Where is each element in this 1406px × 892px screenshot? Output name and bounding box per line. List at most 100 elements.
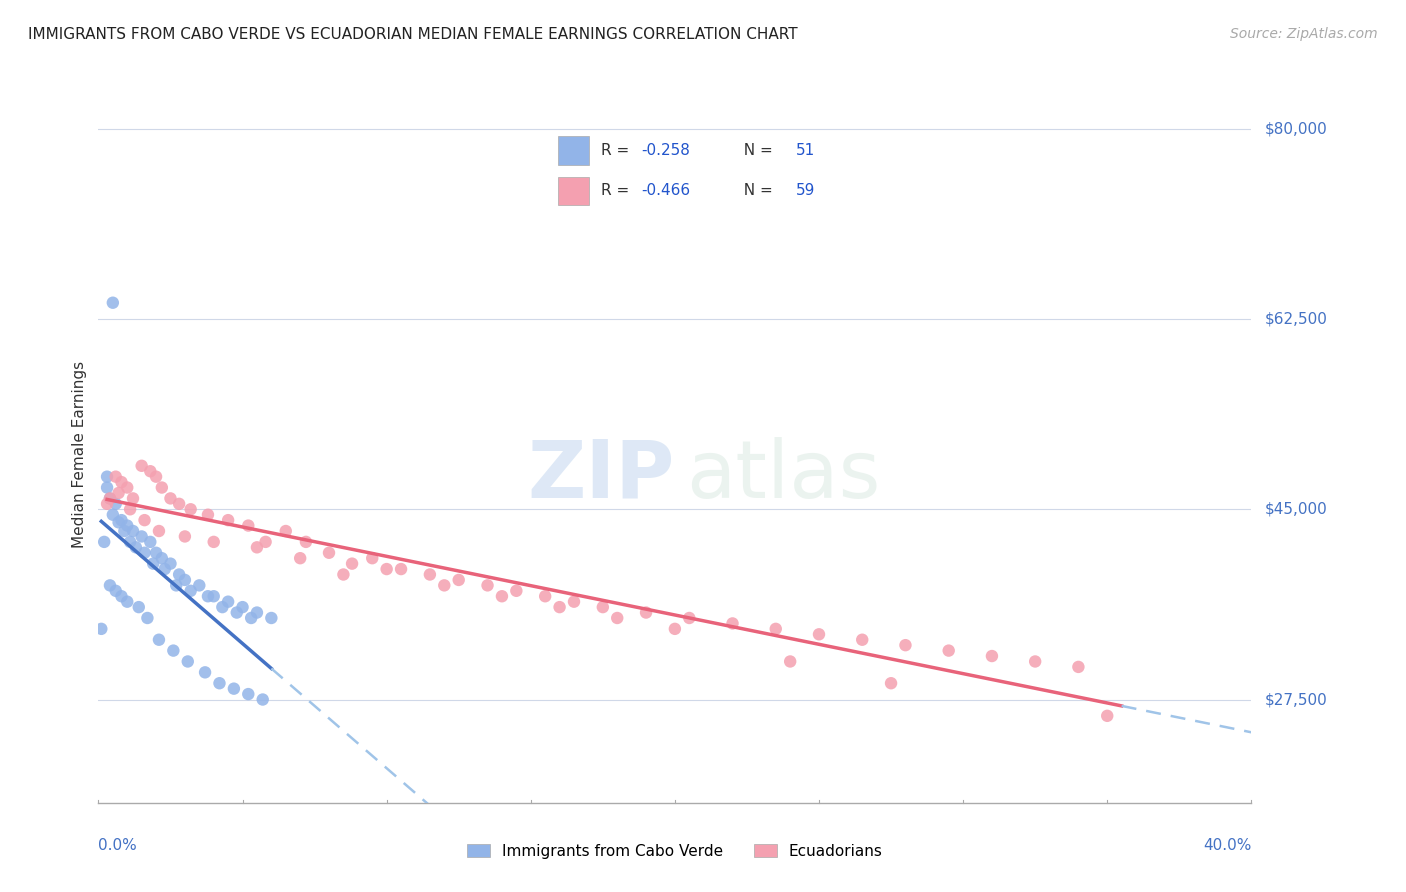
Point [104, 497, 127, 511]
Text: 51: 51 [796, 144, 815, 158]
Point [202, 589, 225, 603]
Point [295, 534, 318, 549]
Point [222, 681, 245, 696]
Point [389, 562, 412, 576]
Point [159, 557, 181, 571]
Point [290, 551, 312, 566]
Point [148, 524, 170, 538]
Point [128, 600, 150, 615]
Point [765, 622, 787, 636]
Point [150, 551, 173, 566]
Point [165, 578, 187, 592]
Point [148, 632, 170, 647]
Point [110, 513, 132, 527]
Point [375, 562, 398, 576]
Point [246, 606, 269, 620]
Point [142, 557, 165, 571]
Point [101, 508, 124, 522]
Point [134, 546, 156, 560]
Point [851, 632, 873, 647]
Point [167, 497, 190, 511]
Point [104, 469, 127, 483]
Point [110, 475, 132, 489]
Point [880, 676, 903, 690]
Point [1024, 655, 1046, 669]
Point [159, 491, 181, 506]
Point [122, 524, 145, 538]
Point [332, 567, 354, 582]
Point [162, 643, 184, 657]
Point [217, 513, 239, 527]
Point [938, 643, 960, 657]
Text: R =: R = [600, 144, 634, 158]
Text: 59: 59 [796, 184, 815, 198]
Point [238, 518, 260, 533]
Point [433, 578, 456, 592]
Point [90, 622, 112, 636]
Text: $80,000: $80,000 [1265, 121, 1329, 136]
Text: $27,500: $27,500 [1265, 692, 1329, 707]
Point [217, 595, 239, 609]
Point [112, 524, 135, 538]
Point [139, 534, 162, 549]
Point [208, 676, 231, 690]
Point [107, 516, 129, 530]
Point [120, 534, 142, 549]
Text: atlas: atlas [686, 437, 880, 515]
Point [981, 648, 1004, 663]
Point [122, 491, 145, 506]
Point [779, 655, 801, 669]
Point [606, 611, 628, 625]
Point [254, 534, 277, 549]
Point [491, 589, 513, 603]
Point [107, 486, 129, 500]
Point [678, 611, 700, 625]
Point [145, 546, 167, 560]
Point [134, 513, 156, 527]
Point [225, 606, 247, 620]
Point [180, 583, 202, 598]
Text: ZIP: ZIP [527, 437, 675, 515]
Point [260, 611, 283, 625]
Point [721, 616, 744, 631]
Point [664, 622, 686, 636]
Point [340, 557, 363, 571]
Point [361, 551, 384, 566]
Point [231, 600, 254, 615]
Point [534, 589, 557, 603]
Text: $62,500: $62,500 [1265, 311, 1329, 326]
Point [894, 638, 917, 652]
Point [246, 541, 269, 555]
Point [548, 600, 571, 615]
Point [117, 595, 138, 609]
Text: $45,000: $45,000 [1265, 502, 1329, 516]
Point [174, 529, 197, 543]
FancyBboxPatch shape [558, 177, 589, 205]
Point [177, 655, 200, 669]
Text: 40.0%: 40.0% [1204, 838, 1251, 853]
Point [240, 611, 263, 625]
Legend: Immigrants from Cabo Verde, Ecuadorians: Immigrants from Cabo Verde, Ecuadorians [461, 838, 889, 864]
Point [117, 518, 138, 533]
Text: 0.0%: 0.0% [98, 838, 138, 853]
Point [274, 524, 297, 538]
Point [188, 578, 211, 592]
Point [447, 573, 470, 587]
Point [592, 600, 614, 615]
Point [96, 481, 118, 495]
Point [93, 534, 115, 549]
Point [174, 573, 197, 587]
Point [194, 665, 217, 680]
Point [180, 502, 202, 516]
Point [98, 491, 121, 506]
Point [477, 578, 499, 592]
Point [145, 469, 167, 483]
Point [1097, 708, 1119, 723]
Point [197, 589, 219, 603]
Text: Source: ZipAtlas.com: Source: ZipAtlas.com [1230, 27, 1378, 41]
Point [104, 583, 127, 598]
FancyBboxPatch shape [558, 136, 589, 165]
Point [238, 687, 260, 701]
Text: -0.258: -0.258 [641, 144, 690, 158]
Point [139, 464, 162, 478]
